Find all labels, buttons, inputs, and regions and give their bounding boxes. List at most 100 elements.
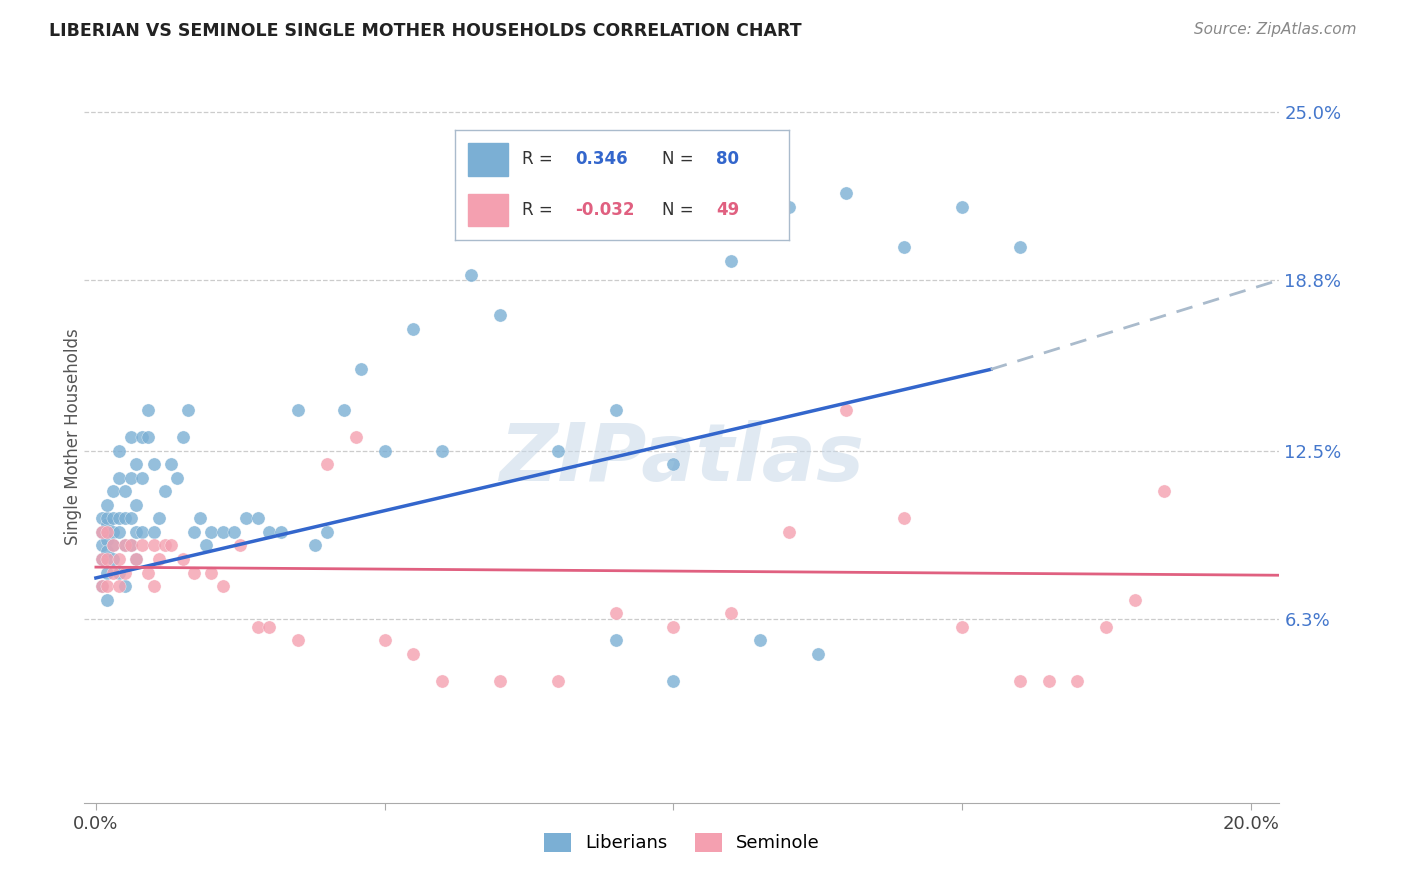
Legend: Liberians, Seminole: Liberians, Seminole (537, 826, 827, 860)
Point (148, 552, 170, 566)
Point (142, 579, 165, 593)
Point (212, 579, 235, 593)
Point (90, 538, 112, 552)
Point (114, 538, 136, 552)
Point (547, 673, 569, 688)
Point (120, 430, 142, 444)
Point (103, 566, 125, 580)
Point (188, 511, 211, 525)
Point (108, 443, 131, 458)
Point (125, 552, 148, 566)
Point (125, 498, 148, 512)
Point (103, 538, 125, 552)
Point (950, 620, 973, 634)
Point (114, 484, 136, 499)
Point (212, 524, 235, 539)
Point (662, 673, 685, 688)
Point (257, 524, 280, 539)
Point (125, 524, 148, 539)
Point (304, 538, 326, 552)
Point (108, 471, 131, 485)
Point (142, 524, 165, 539)
Point (96, 544, 118, 558)
Point (257, 620, 280, 634)
Point (720, 606, 742, 620)
Point (778, 524, 800, 539)
Point (287, 633, 309, 648)
Point (125, 457, 148, 471)
Point (605, 606, 627, 620)
Point (96, 592, 118, 607)
Point (489, 673, 512, 688)
Point (120, 538, 142, 552)
Point (131, 538, 153, 552)
Point (166, 471, 188, 485)
Point (1008, 240, 1031, 254)
Point (153, 538, 176, 552)
Point (90, 552, 112, 566)
Point (662, 620, 685, 634)
Point (350, 362, 373, 376)
Point (183, 566, 205, 580)
Text: LIBERIAN VS SEMINOLE SINGLE MOTHER HOUSEHOLDS CORRELATION CHART: LIBERIAN VS SEMINOLE SINGLE MOTHER HOUSE… (49, 22, 801, 40)
Point (108, 579, 131, 593)
Point (96, 524, 118, 539)
Point (90, 524, 112, 539)
Point (108, 524, 131, 539)
Point (96, 498, 118, 512)
Point (96, 516, 118, 531)
Point (720, 254, 742, 268)
Point (114, 511, 136, 525)
Point (103, 511, 125, 525)
Point (835, 186, 858, 201)
Y-axis label: Single Mother Households: Single Mother Households (65, 329, 82, 545)
Point (270, 524, 292, 539)
Text: Source: ZipAtlas.com: Source: ZipAtlas.com (1194, 22, 1357, 37)
Point (108, 511, 131, 525)
Point (90, 579, 112, 593)
Point (344, 430, 367, 444)
Point (547, 443, 569, 458)
Point (835, 403, 858, 417)
Point (315, 524, 337, 539)
Text: ZIPatlas: ZIPatlas (499, 420, 865, 498)
Point (374, 443, 396, 458)
Point (748, 633, 770, 648)
Point (148, 511, 170, 525)
Point (229, 538, 252, 552)
Point (246, 511, 269, 525)
Point (90, 524, 112, 539)
Point (96, 579, 118, 593)
Point (806, 647, 828, 661)
Point (114, 579, 136, 593)
Point (131, 471, 153, 485)
Point (120, 471, 142, 485)
Point (950, 200, 973, 214)
Point (489, 308, 512, 322)
Point (96, 533, 118, 547)
Point (460, 268, 482, 282)
Point (1008, 673, 1031, 688)
Point (108, 566, 131, 580)
Point (172, 552, 194, 566)
Point (1153, 484, 1175, 499)
Point (160, 457, 183, 471)
Point (136, 430, 159, 444)
Point (125, 552, 148, 566)
Point (120, 538, 142, 552)
Point (90, 552, 112, 566)
Point (235, 511, 257, 525)
Point (315, 457, 337, 471)
Point (103, 484, 125, 499)
Point (1123, 592, 1146, 607)
Point (778, 200, 800, 214)
Point (333, 403, 356, 417)
Point (131, 524, 153, 539)
Point (402, 322, 425, 336)
Point (142, 457, 165, 471)
Point (605, 633, 627, 648)
Point (108, 552, 131, 566)
Point (432, 443, 454, 458)
Point (224, 524, 246, 539)
Point (131, 430, 153, 444)
